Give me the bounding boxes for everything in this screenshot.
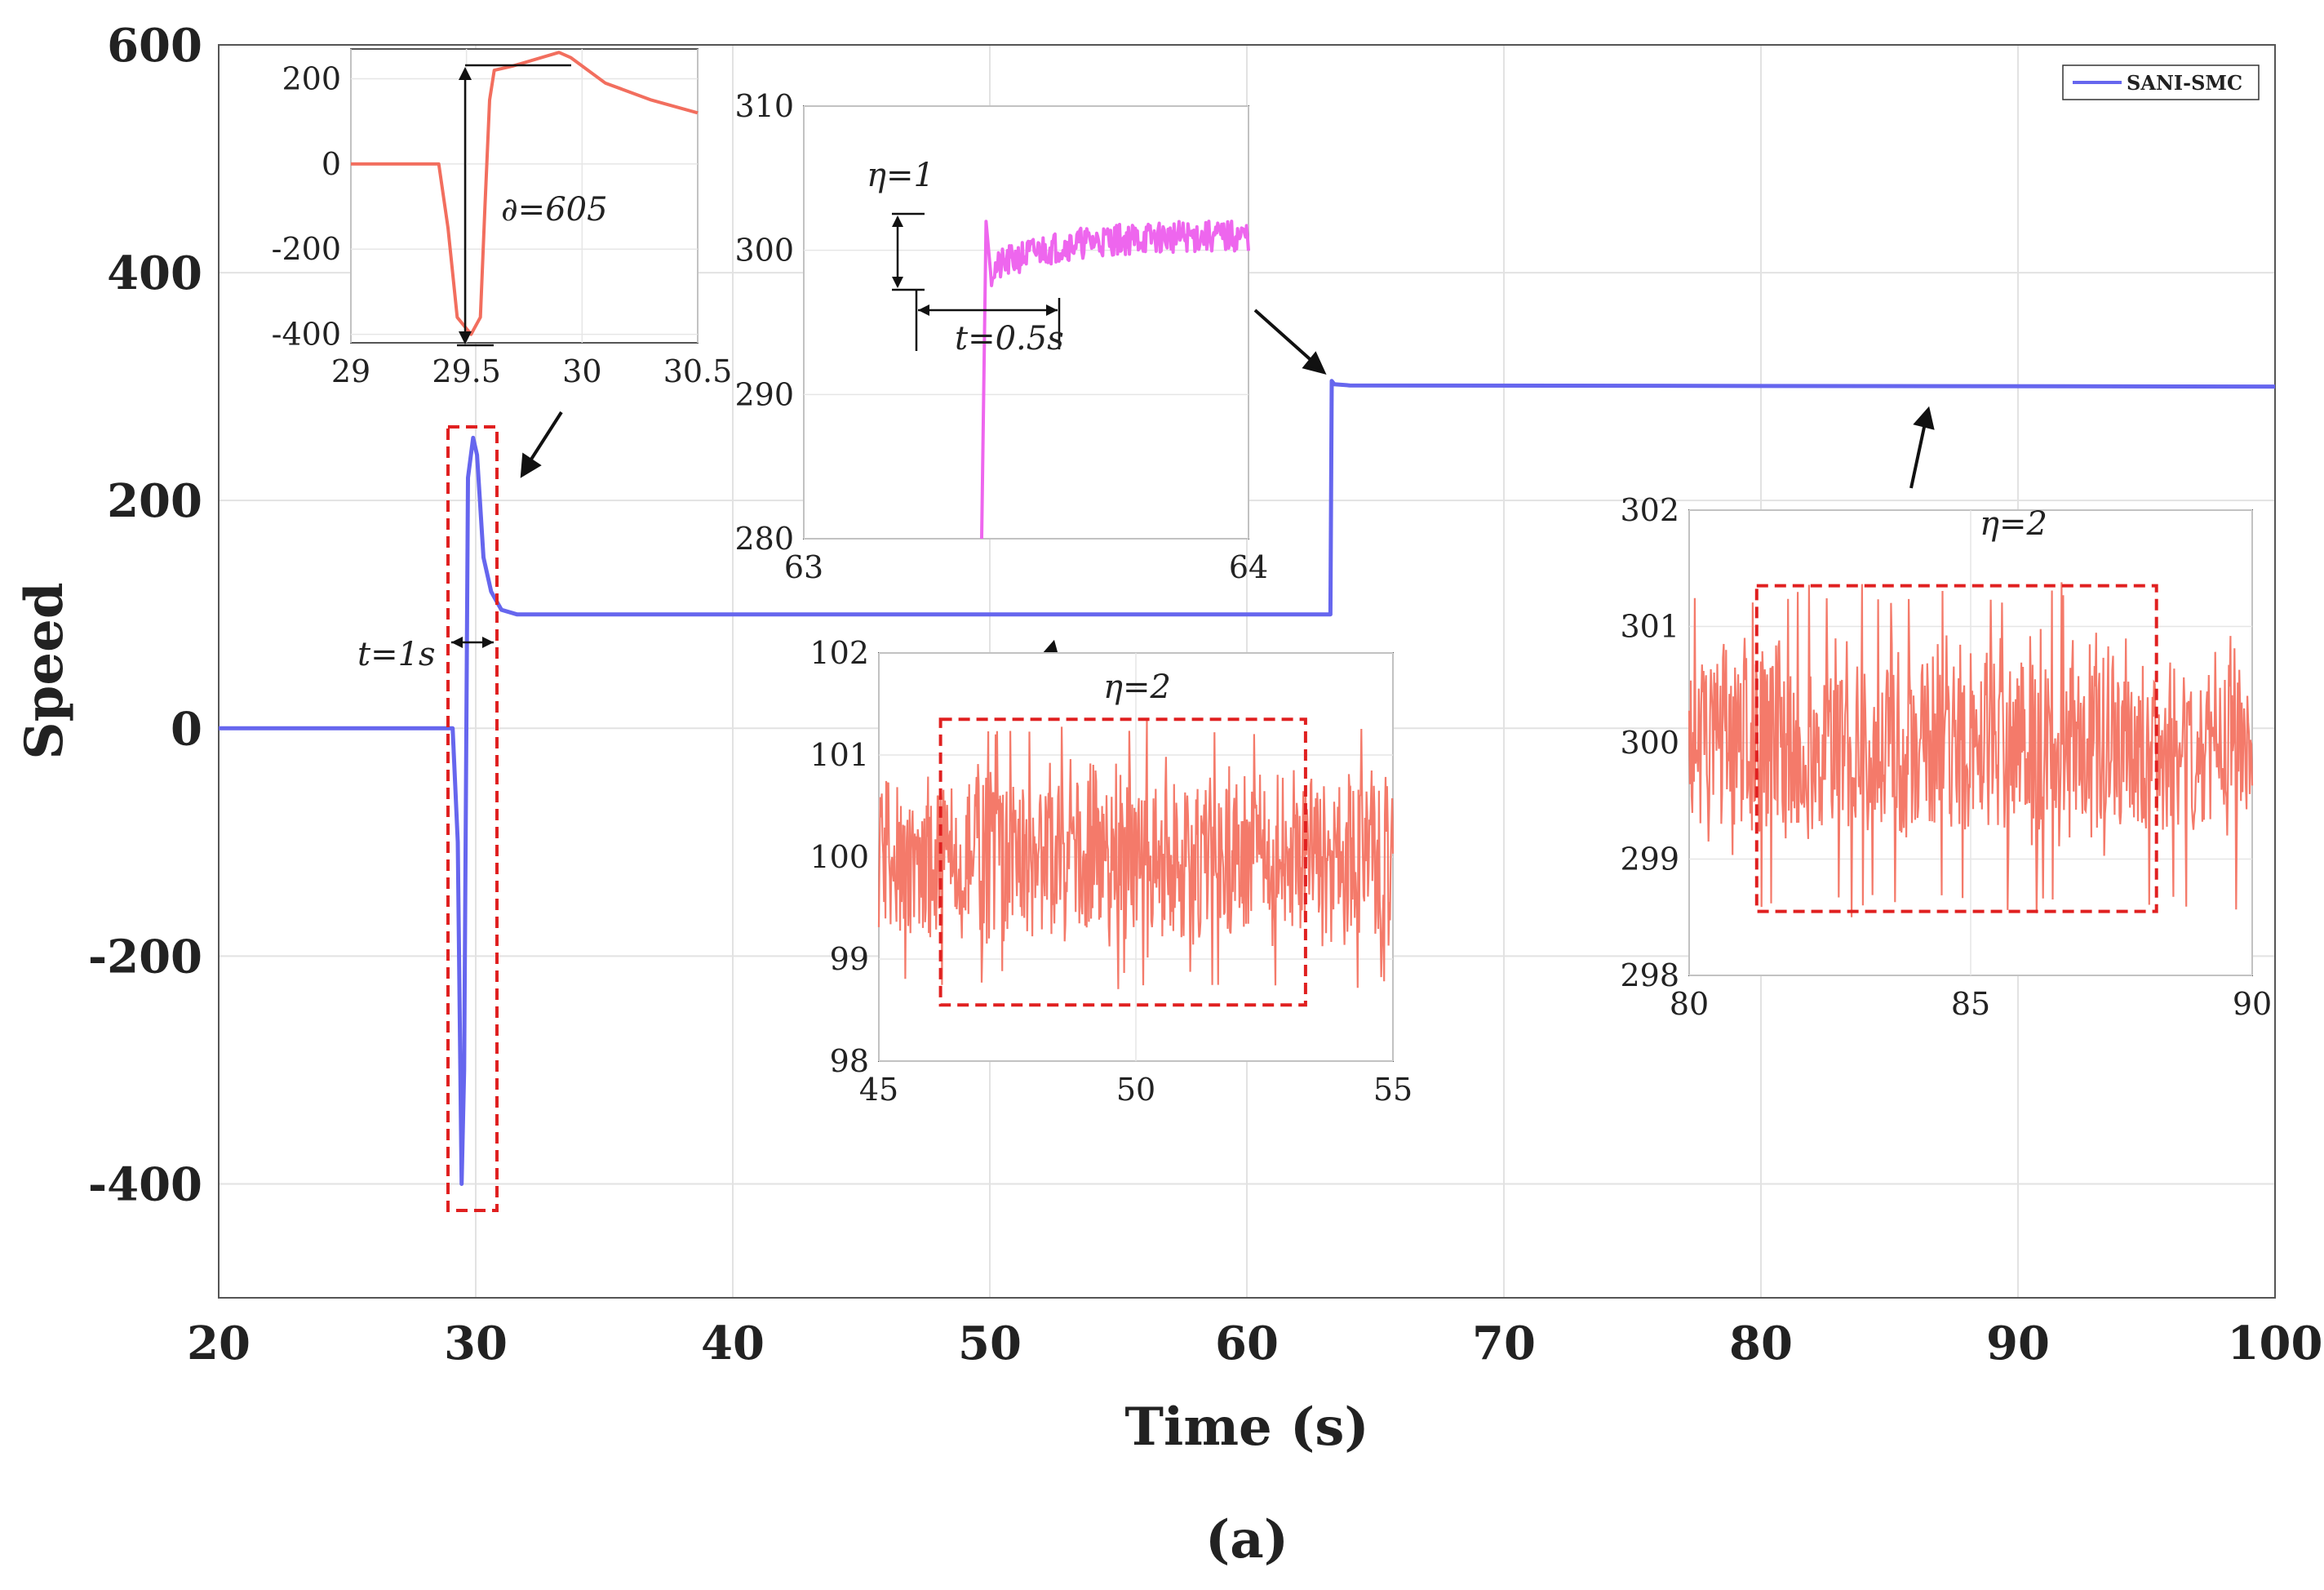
inset-series-line xyxy=(980,220,1250,540)
inset-step: 63 64 280 290 300 310 xyxy=(734,88,1268,585)
inset-y-tick-label: 102 xyxy=(809,635,869,671)
inset-y-tick-label: 101 xyxy=(809,737,869,773)
inset-x-tick-label: 85 xyxy=(1951,986,1990,1022)
inset-x-tick-label: 29 xyxy=(331,353,370,389)
inset-y-tick-label: 310 xyxy=(734,88,794,124)
inset-noise-series xyxy=(1688,582,2254,917)
y-tick-label: 200 xyxy=(107,474,202,528)
inset-y-tick-label: 300 xyxy=(1620,725,1679,761)
arrow-to-level-300-head xyxy=(1913,406,1935,430)
inset-y-tick-label: 0 xyxy=(322,146,341,182)
inset-highlight-box xyxy=(938,717,1307,1007)
main-plot-frame xyxy=(218,44,2276,1299)
x-tick-label: 60 xyxy=(1215,1317,1279,1370)
inset-frame xyxy=(803,105,1249,540)
inset-y-tick-label: 298 xyxy=(1620,957,1679,993)
x-tick-label: 90 xyxy=(1986,1317,2050,1370)
inset-y-tick-label: 99 xyxy=(830,941,869,977)
legend: SANI-SMC xyxy=(2062,64,2260,100)
x-tick-label: 80 xyxy=(1729,1317,1793,1370)
inset-300-eta-label: η=2 xyxy=(1980,505,2047,543)
inset-y-tick-label: 200 xyxy=(282,61,341,97)
figure-caption: (a) xyxy=(1205,1509,1288,1570)
y-tick-label: 0 xyxy=(171,702,202,756)
inset-y-tick-label: -200 xyxy=(272,231,341,267)
transient-highlight-box xyxy=(446,425,499,1212)
inset-x-tick-label: 55 xyxy=(1373,1072,1413,1108)
inset-x-tick-label: 30 xyxy=(562,353,601,389)
x-tick-label: 20 xyxy=(187,1317,251,1370)
inset-x-tick-label: 63 xyxy=(784,549,823,585)
arrow-to-transient xyxy=(525,411,563,469)
arrow-to-transient-head xyxy=(520,452,542,478)
inset-y-tick-label: 300 xyxy=(734,233,794,269)
inset-frame xyxy=(350,48,699,344)
inset-transient-annotation: ∂=605 xyxy=(457,64,608,347)
y-tick-label: 400 xyxy=(107,246,202,300)
x-tick-label: 30 xyxy=(444,1317,508,1370)
inset-x-tick-label: 90 xyxy=(2233,986,2272,1022)
inset-x-tick-label: 45 xyxy=(859,1072,898,1108)
inset-y-tick-label: 299 xyxy=(1620,842,1679,877)
arrow-to-step xyxy=(1253,309,1317,366)
duration-arrow xyxy=(451,637,494,648)
inset-y-tick-label: 100 xyxy=(809,839,869,875)
y-tick-label: 600 xyxy=(107,19,202,73)
duration-label: t=1s xyxy=(357,636,436,673)
x-tick-label: 100 xyxy=(2228,1317,2323,1370)
step-time-label: t=0.5s xyxy=(955,320,1064,358)
x-tick-label: 50 xyxy=(958,1317,1022,1370)
inset-x-tick-label: 64 xyxy=(1229,549,1268,585)
step-eta-label: η=1 xyxy=(867,157,934,194)
inset-y-tick-label: -400 xyxy=(272,317,341,353)
inset-x-tick-label: 29.5 xyxy=(432,353,501,389)
inset-y-tick-label: 98 xyxy=(830,1043,869,1079)
inset-x-tick-label: 80 xyxy=(1670,986,1709,1022)
series-line-sani-smc xyxy=(219,379,2276,1186)
inset-x-tick-label: 50 xyxy=(1116,1072,1155,1108)
y-tick-label: -400 xyxy=(88,1157,202,1211)
overshoot-label: ∂=605 xyxy=(501,191,608,229)
inset-y-tick-label: 301 xyxy=(1620,609,1679,645)
inset-step-annotation: η=1 t=0.5s xyxy=(867,157,1064,358)
y-tick-label: -200 xyxy=(88,930,202,984)
inset-noise-series xyxy=(877,718,1395,989)
y-axis-title: Speed xyxy=(14,582,75,759)
inset-level-300: 80 85 90 298 299 300 301 302 xyxy=(1620,492,2272,1022)
inset-level-100: 45 50 55 98 99 100 101 102 xyxy=(809,635,1413,1108)
arrow-to-step-head xyxy=(1302,351,1327,375)
duration-arrow-heads xyxy=(451,637,494,648)
x-tick-label: 40 xyxy=(701,1317,765,1370)
x-tick-label: 70 xyxy=(1472,1317,1536,1370)
inset-highlight-box xyxy=(1754,584,2158,913)
inset-series-line xyxy=(351,51,699,336)
inset-y-tick-label: 290 xyxy=(734,376,794,412)
x-axis-title: Time (s) xyxy=(1124,1397,1368,1458)
inset-x-tick-label: 30.5 xyxy=(663,353,733,389)
inset-y-tick-label: 280 xyxy=(734,521,794,557)
inset-transient: 29 29.5 30 30.5 -400 -200 0 200 xyxy=(272,48,733,389)
arrow-to-level-300 xyxy=(1909,419,1927,489)
legend-label-sani-smc: SANI-SMC xyxy=(2127,71,2242,95)
main-tick-labels: 20 30 40 50 60 70 80 90 100 -400 -200 0 200 400 600 xyxy=(88,19,2323,1370)
inset-100-eta-label: η=2 xyxy=(1103,668,1171,706)
inset-y-tick-label: 302 xyxy=(1620,492,1679,528)
